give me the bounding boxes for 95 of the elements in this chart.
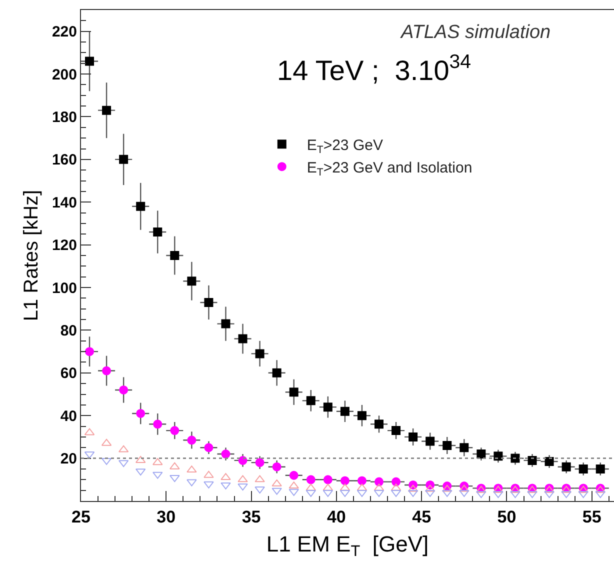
point	[85, 347, 94, 356]
point	[323, 402, 332, 412]
annotation: 14 TeV ; 3.10$^{34}$	[277, 51, 472, 86]
point	[288, 488, 299, 496]
point	[255, 458, 264, 468]
y-tick-label: 140	[52, 194, 77, 212]
point	[544, 457, 554, 466]
legend-label: E$_{T}$>23 GeV	[306, 136, 383, 156]
point	[186, 466, 197, 473]
point	[272, 462, 282, 472]
point	[528, 456, 537, 465]
point	[494, 452, 503, 461]
point	[493, 491, 504, 498]
y-tick-label: 80	[60, 322, 77, 340]
point	[238, 334, 248, 344]
x-tick-label: 25	[72, 507, 90, 526]
point	[119, 385, 128, 394]
point	[476, 450, 486, 459]
point	[459, 490, 470, 497]
y-tick-label: 200	[52, 66, 77, 84]
y-axis-title: L1 Rates [kHz]	[20, 190, 42, 322]
point	[187, 276, 196, 286]
point	[220, 482, 231, 490]
point	[204, 481, 214, 488]
legend-label: E$_{T}$>23 GeV and Isolation	[306, 159, 472, 179]
point	[102, 106, 112, 115]
point	[136, 408, 146, 418]
point	[254, 475, 265, 482]
x-tick-label: 50	[497, 507, 516, 526]
y-tick-label: 160	[52, 152, 77, 169]
point	[221, 450, 230, 459]
point	[323, 475, 332, 484]
point	[510, 491, 520, 498]
point	[561, 491, 572, 498]
y-tick-label: 220	[52, 24, 77, 41]
point	[442, 490, 452, 497]
x-axis-title: L1 EM E$_{T}$ [GeV]	[266, 531, 429, 560]
point	[288, 482, 299, 489]
point	[220, 473, 231, 480]
point	[306, 475, 316, 484]
point	[392, 477, 401, 486]
y-tick-label: 180	[52, 108, 77, 126]
x-tick-label: 40	[326, 507, 346, 526]
point	[578, 491, 588, 498]
point	[272, 368, 282, 378]
point	[442, 484, 452, 492]
point	[152, 458, 163, 466]
point	[476, 491, 486, 498]
point	[544, 491, 554, 498]
point	[152, 472, 163, 479]
point	[340, 476, 350, 486]
y-tick-label: 40	[60, 408, 77, 425]
point	[238, 475, 248, 482]
x-tick-label: 55	[582, 507, 602, 526]
y-tick-label: 100	[52, 280, 77, 297]
y-tick-label: 20	[60, 450, 77, 468]
point	[596, 464, 605, 474]
point	[289, 470, 298, 480]
point	[85, 56, 94, 66]
point	[340, 406, 350, 416]
point	[153, 420, 162, 429]
point	[221, 319, 230, 328]
point	[204, 443, 214, 452]
y-tick-label: 60	[60, 365, 77, 382]
x-tick-label: 45	[412, 507, 432, 526]
x-tick-label: 30	[156, 507, 176, 526]
point	[374, 477, 384, 486]
point	[357, 476, 366, 486]
point	[459, 484, 470, 492]
point	[186, 479, 197, 486]
point	[119, 154, 128, 164]
point	[153, 228, 162, 237]
point	[170, 251, 180, 260]
point	[578, 464, 588, 474]
point	[527, 491, 538, 498]
point	[357, 411, 366, 420]
point	[272, 479, 282, 486]
point	[204, 298, 214, 307]
point	[289, 388, 298, 397]
point	[136, 202, 146, 211]
point	[562, 462, 571, 472]
point	[510, 454, 520, 463]
point	[255, 349, 264, 358]
point	[306, 396, 316, 406]
x-tick-label: 35	[242, 507, 261, 526]
point	[204, 470, 214, 478]
point	[170, 475, 180, 482]
y-tick-label: 120	[52, 237, 77, 254]
point	[102, 366, 112, 376]
point	[170, 462, 180, 470]
point	[272, 488, 282, 495]
annotation: ATLAS simulation	[400, 22, 551, 43]
point	[254, 486, 265, 494]
point	[238, 484, 248, 491]
point	[595, 491, 606, 498]
